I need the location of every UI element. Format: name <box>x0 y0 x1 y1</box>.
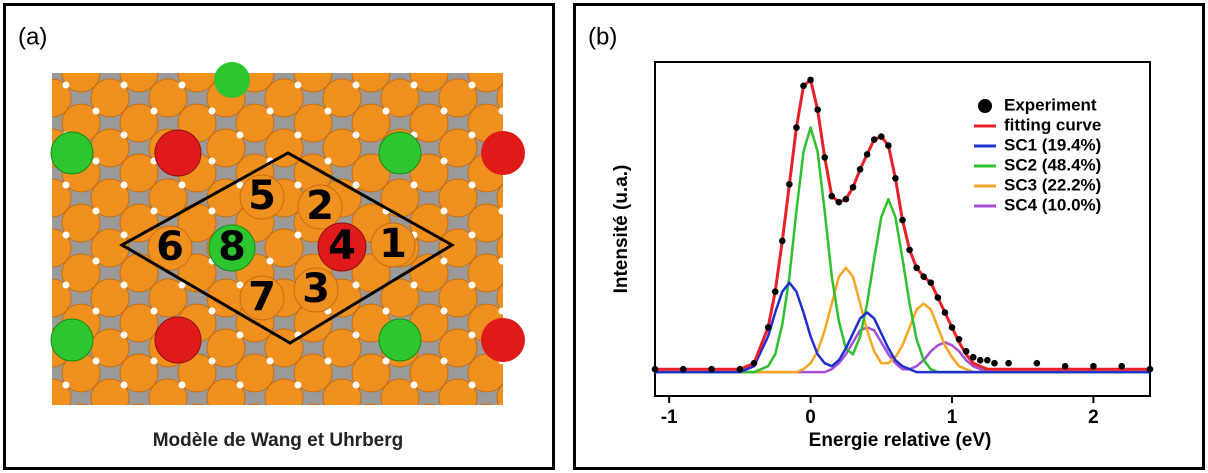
x-axis-label: Energie relative (eV) <box>809 430 992 451</box>
data-point <box>807 76 814 84</box>
y-axis-label: Intensité (u.a.) <box>611 165 632 294</box>
site-label: 1 <box>379 221 407 267</box>
site-label: 4 <box>328 223 356 269</box>
x-tick-label: 2 <box>1088 407 1099 428</box>
data-point <box>927 279 935 286</box>
data-point <box>892 175 899 182</box>
data-point <box>708 365 715 373</box>
data-point <box>651 365 659 373</box>
legend-label: fitting curve <box>1004 115 1101 134</box>
data-point <box>913 264 920 272</box>
panel-label: (a) <box>18 23 47 50</box>
data-point <box>984 356 991 364</box>
data-point <box>948 324 956 331</box>
site-label: 7 <box>248 274 276 320</box>
site-label: 2 <box>306 183 334 229</box>
data-point <box>793 124 800 131</box>
series-line <box>655 281 1150 374</box>
data-point <box>955 336 963 343</box>
data-point <box>814 106 821 114</box>
data-point <box>828 192 836 200</box>
data-point <box>750 359 758 367</box>
site-label: 6 <box>156 224 184 270</box>
site-label: 8 <box>218 224 246 270</box>
data-point <box>941 309 949 316</box>
plot-frame <box>654 61 1151 397</box>
x-tick-label: 1 <box>947 407 958 428</box>
site-label: 3 <box>302 266 330 312</box>
legend-label: SC1 (19.4%) <box>1004 135 1101 154</box>
legend-label: Experiment <box>1004 95 1097 114</box>
data-point <box>962 347 970 355</box>
panel-label: (b) <box>588 23 617 50</box>
x-tick-label: -1 <box>661 407 678 428</box>
data-point <box>842 195 850 203</box>
data-point <box>764 324 772 331</box>
atomic-model <box>50 62 525 405</box>
panel-b-frame <box>573 3 1205 470</box>
data-point <box>849 183 857 191</box>
data-point <box>863 151 871 158</box>
data-point <box>877 133 885 140</box>
data-point <box>976 356 984 364</box>
data-point <box>991 359 998 367</box>
legend-label: SC3 (22.2%) <box>1004 175 1101 194</box>
data-point <box>679 365 687 373</box>
legend-marker <box>978 99 992 113</box>
data-point <box>835 198 843 206</box>
site-label: 5 <box>248 173 276 219</box>
data-point <box>1033 359 1041 367</box>
data-point <box>934 294 942 301</box>
data-point <box>856 166 864 173</box>
data-point <box>771 288 779 295</box>
data-point <box>1146 365 1154 373</box>
data-point <box>736 365 744 373</box>
data-point <box>920 273 928 281</box>
series-line <box>655 78 1150 371</box>
data-point <box>885 142 892 149</box>
data-point <box>969 353 977 361</box>
data-point <box>786 180 793 188</box>
data-point <box>1118 362 1126 370</box>
data-point <box>1005 359 1012 367</box>
data-point <box>899 216 906 224</box>
legend-label: SC2 (48.4%) <box>1004 155 1101 174</box>
caption: Modèle de Wang et Uhrberg <box>153 430 404 451</box>
data-point <box>778 237 786 245</box>
data-point <box>870 136 878 143</box>
data-point <box>1090 362 1097 370</box>
data-point <box>1061 362 1069 370</box>
data-point <box>821 154 829 161</box>
legend-label: SC4 (10.0%) <box>1004 195 1101 214</box>
data-point <box>906 246 913 254</box>
x-tick-label: 0 <box>805 407 816 428</box>
data-point <box>800 82 807 90</box>
